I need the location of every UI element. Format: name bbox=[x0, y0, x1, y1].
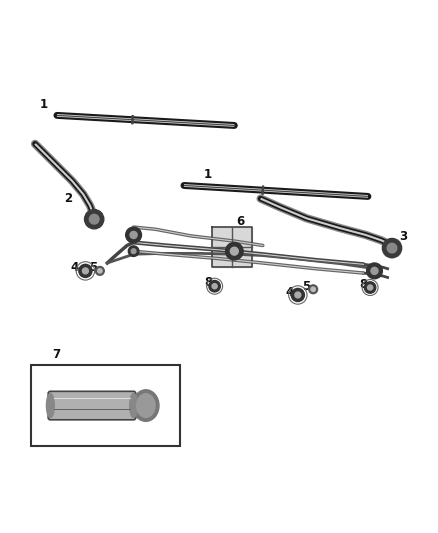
Circle shape bbox=[85, 209, 104, 229]
Circle shape bbox=[130, 231, 137, 238]
Circle shape bbox=[98, 269, 102, 273]
Circle shape bbox=[131, 249, 136, 254]
Circle shape bbox=[79, 264, 92, 278]
FancyBboxPatch shape bbox=[48, 391, 136, 420]
Circle shape bbox=[128, 246, 139, 256]
Text: 4: 4 bbox=[71, 261, 78, 274]
Text: 8: 8 bbox=[204, 276, 212, 289]
Circle shape bbox=[95, 266, 104, 275]
Circle shape bbox=[212, 284, 217, 289]
Circle shape bbox=[387, 243, 397, 253]
Ellipse shape bbox=[46, 393, 54, 418]
Text: 8: 8 bbox=[360, 278, 367, 290]
Circle shape bbox=[126, 227, 141, 243]
Circle shape bbox=[367, 263, 382, 279]
Circle shape bbox=[371, 268, 378, 274]
Text: 6: 6 bbox=[236, 215, 244, 228]
Ellipse shape bbox=[133, 390, 159, 421]
Text: 3: 3 bbox=[399, 230, 407, 243]
Circle shape bbox=[226, 243, 243, 260]
Text: 1: 1 bbox=[204, 168, 212, 181]
Polygon shape bbox=[212, 227, 252, 266]
Circle shape bbox=[209, 280, 220, 292]
Circle shape bbox=[82, 268, 88, 274]
Circle shape bbox=[311, 287, 315, 292]
Circle shape bbox=[367, 285, 373, 290]
Text: 1: 1 bbox=[40, 98, 48, 111]
Text: 2: 2 bbox=[64, 192, 72, 205]
Text: 7: 7 bbox=[52, 349, 60, 361]
Ellipse shape bbox=[130, 393, 138, 418]
Circle shape bbox=[382, 238, 402, 258]
Circle shape bbox=[230, 247, 238, 255]
Text: 5: 5 bbox=[302, 280, 310, 293]
Text: 4: 4 bbox=[285, 286, 293, 300]
Circle shape bbox=[364, 282, 376, 293]
Circle shape bbox=[295, 292, 301, 298]
Bar bbox=[31, 365, 180, 446]
Ellipse shape bbox=[137, 394, 155, 417]
Circle shape bbox=[291, 288, 304, 302]
Circle shape bbox=[89, 214, 99, 224]
Text: 5: 5 bbox=[89, 261, 97, 274]
Circle shape bbox=[309, 285, 318, 294]
